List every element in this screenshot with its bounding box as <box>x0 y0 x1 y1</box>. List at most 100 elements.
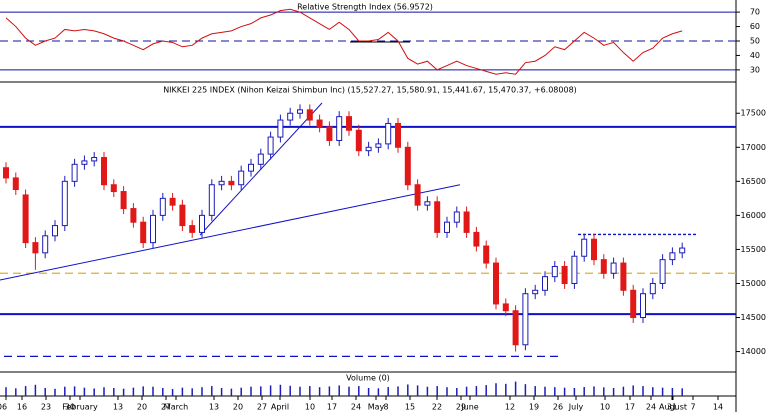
candle-body <box>32 242 39 254</box>
candle-body <box>434 201 441 233</box>
x-tick-label: 29 <box>456 403 466 412</box>
candle-body <box>238 170 245 186</box>
x-tick-label: 16 <box>17 403 27 412</box>
y-tick-label: 15000 <box>741 279 766 288</box>
candle-body <box>22 194 29 244</box>
candle-body <box>120 191 127 210</box>
x-tick-label: February <box>62 403 98 412</box>
y-tick-label: 17500 <box>741 109 766 118</box>
y-tick-label: 14500 <box>741 313 766 322</box>
candle-body <box>189 225 196 233</box>
x-tick-label: 27 <box>257 403 267 412</box>
x-tick-label: June <box>460 403 479 412</box>
x-tick-label: 17 <box>327 403 337 412</box>
candle-body <box>483 245 490 264</box>
price-title: NIKKEI 225 INDEX (Nihon Keizai Shimbun I… <box>163 86 577 95</box>
candle-body <box>199 214 205 233</box>
x-tick-label: 30 <box>65 403 75 412</box>
candle-body <box>502 303 509 312</box>
x-tick-label: 14 <box>713 403 723 412</box>
candle-body <box>581 238 588 257</box>
candle-body <box>512 310 519 346</box>
candle-body <box>522 293 529 346</box>
y-tick-label: 50 <box>750 37 760 46</box>
candle-body <box>297 109 303 114</box>
candle-body <box>52 225 58 237</box>
candle-body <box>385 122 392 145</box>
candle-body <box>365 146 372 152</box>
candle-body <box>336 116 343 141</box>
candle-body <box>640 293 646 319</box>
candle-body <box>3 167 9 179</box>
candle-body <box>375 143 382 148</box>
candle-body <box>208 184 215 216</box>
rsi-line <box>5 8 683 75</box>
x-tick-label: 8 <box>383 403 388 412</box>
candle-body <box>610 262 617 274</box>
candle-body <box>444 221 450 233</box>
candle-body <box>414 184 421 206</box>
candle-body <box>150 214 156 244</box>
candle-body <box>346 116 352 131</box>
x-tick-label: 27 <box>161 403 171 412</box>
x-tick-label: 24 <box>646 403 656 412</box>
candle-body <box>71 163 78 182</box>
candle-body <box>591 238 597 261</box>
candle-body <box>600 259 607 274</box>
x-tick-label: 31 <box>667 403 677 412</box>
candle-body <box>130 208 137 223</box>
x-tick-label: 23 <box>41 403 51 412</box>
x-tick-label: 19 <box>529 403 539 412</box>
volume-title: Volume (0) <box>346 374 390 383</box>
candle-body <box>561 265 568 284</box>
candle-body <box>91 157 98 162</box>
x-tick-label: August <box>659 403 687 412</box>
x-tick-label: March <box>164 403 188 412</box>
y-tick-label: 14000 <box>741 347 766 356</box>
candle-body <box>620 262 627 291</box>
y-tick-label: 16500 <box>741 177 766 186</box>
candle-body <box>355 129 362 152</box>
candle-body <box>306 109 313 121</box>
candle-body <box>542 276 548 291</box>
candle-body <box>101 157 107 186</box>
x-tick-label: 10 <box>305 403 315 412</box>
candle-body <box>424 201 431 206</box>
x-tick-label: 10 <box>600 403 610 412</box>
x-tick-label: 20 <box>233 403 243 412</box>
candle-body <box>473 231 480 247</box>
candle-body <box>110 184 117 193</box>
candle-body <box>257 153 264 165</box>
candle-body <box>277 119 284 138</box>
candle-body <box>453 211 460 223</box>
x-tick-label: 20 <box>137 403 147 412</box>
trend-line <box>0 184 461 281</box>
candle-body <box>228 180 235 186</box>
candle-body <box>404 146 411 186</box>
candle-body <box>287 112 294 121</box>
x-tick-label: April <box>271 403 289 412</box>
candle-body <box>326 126 333 141</box>
candle-body <box>493 262 499 305</box>
y-tick-label: 30 <box>750 65 760 74</box>
x-tick-label: 13 <box>209 403 219 412</box>
y-tick-label: 40 <box>750 51 760 60</box>
candle-body <box>551 265 558 278</box>
candle-body <box>267 136 274 155</box>
candle-body <box>42 235 49 254</box>
candle-body <box>169 197 176 206</box>
candle-body <box>395 122 401 148</box>
candle-body <box>12 177 19 191</box>
candle-body <box>179 204 186 227</box>
x-tick-label: July <box>568 403 584 412</box>
candle-body <box>532 289 539 295</box>
x-tick-label: 15 <box>405 403 415 412</box>
y-tick-label: 70 <box>750 8 760 17</box>
rsi-title: Relative Strength Index (56.9572) <box>297 3 433 12</box>
candle-body <box>140 221 147 244</box>
x-tick-label: 22 <box>432 403 442 412</box>
x-tick-label: 17 <box>625 403 635 412</box>
x-tick-label: 26 <box>553 403 563 412</box>
